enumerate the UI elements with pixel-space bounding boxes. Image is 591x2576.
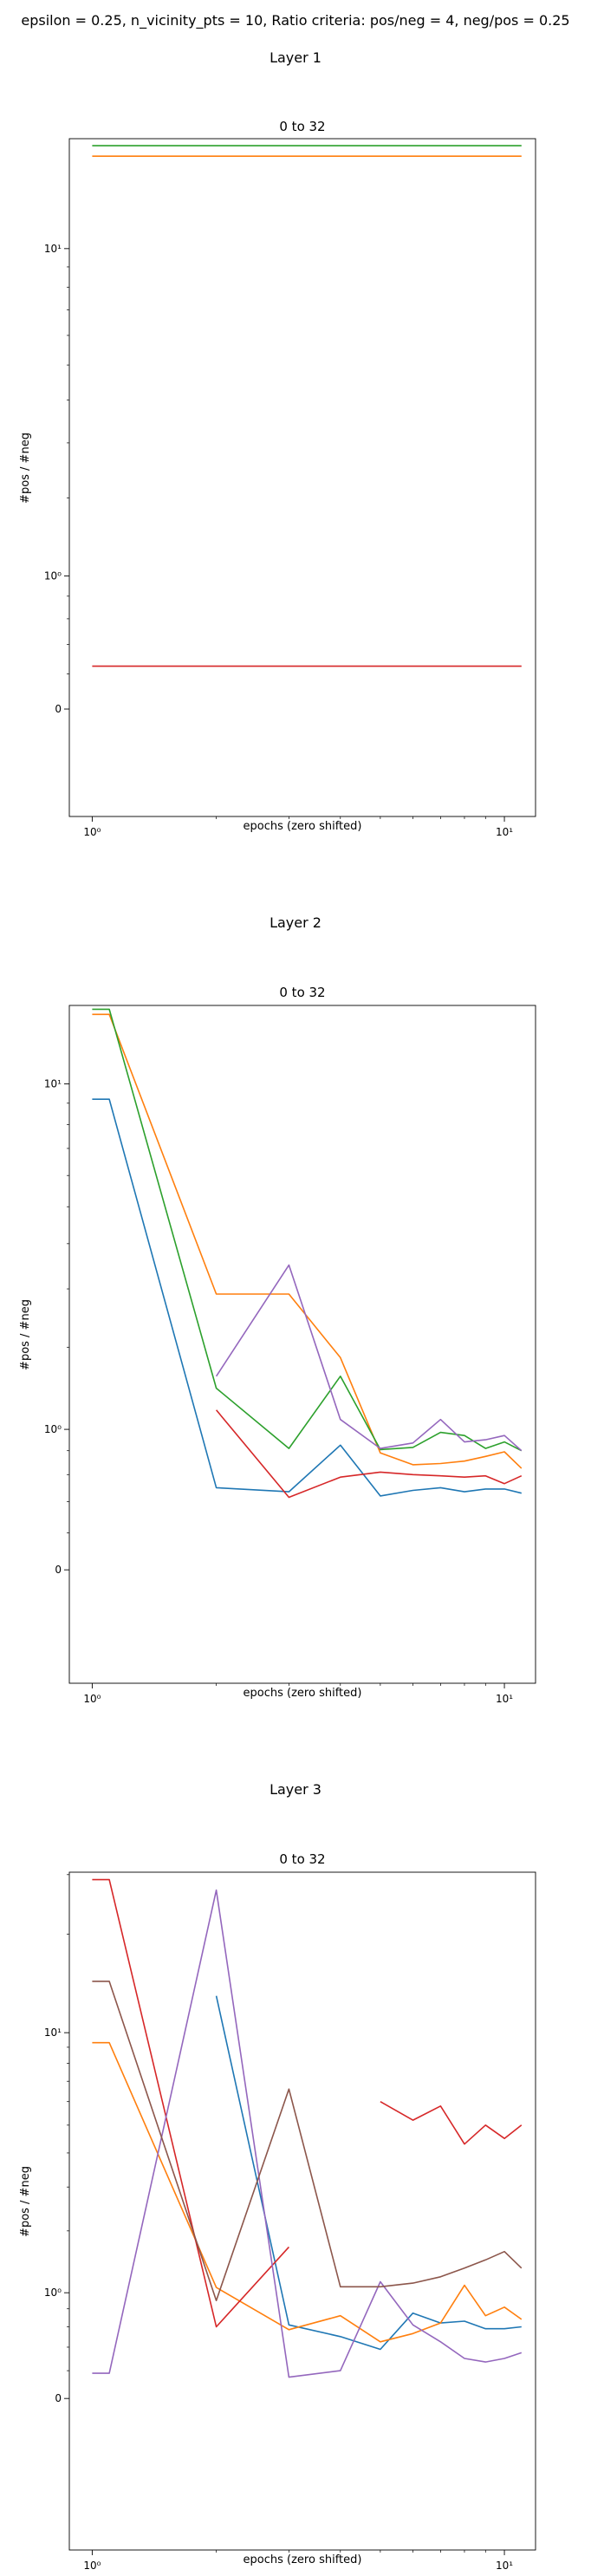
layer-2-series-orange-line-2 (92, 1013, 523, 1469)
layer-3-y-tick-label: 10⁰ (44, 2287, 62, 2299)
layer-2-y-tick-label: 10¹ (44, 1078, 62, 1090)
layer-2-series-green-line-3 (92, 1008, 523, 1452)
layer-3-x-tick-label: 10⁰ (83, 2560, 101, 2572)
layer-2-plot-area: 10⁰ 10¹ 0 10⁰ 10¹ (44, 1005, 536, 1705)
layer-3-y-tick-label: 0 (55, 2392, 62, 2404)
layer-3-x-tick-label: 10¹ (496, 2560, 513, 2572)
layer-3-series-red-line-3 (92, 1878, 289, 2328)
layer-3-x-axis-label: epochs (zero shifted) (244, 2553, 362, 2566)
layer-1-plot-area: 10⁰ 10¹ 0 10⁰ 10¹ (44, 138, 536, 838)
layer-3-series-brown-line-6 (92, 1981, 523, 2301)
layer-3-axes-frame (68, 1871, 536, 2551)
figure-suptitle: epsilon = 0.25, n_vicinity_pts = 10, Rat… (21, 12, 569, 29)
layer-2-x-axis-label: epochs (zero shifted) (244, 1687, 362, 1700)
layer-2-series-purple-line-5 (215, 1264, 523, 1452)
layer-1-chart-title: 0 to 32 (279, 119, 325, 134)
layer-3-series-red-line-4 (380, 2101, 523, 2145)
layer-3-panel: Layer 3 0 to 32 10⁰ 10¹ 0 10⁰ 10¹ epochs (ze… (19, 1781, 536, 2572)
layer-2-title: Layer 2 (270, 914, 321, 931)
layer-2-series-blue-line-1 (92, 1098, 522, 1497)
layer-2-panel: Layer 2 0 to 32 10⁰ 10¹ 0 10⁰ 10¹ epochs (ze… (19, 914, 536, 1705)
layer-2-x-tick-label: 10⁰ (83, 1693, 101, 1705)
layer-2-y-tick-label: 0 (55, 1564, 62, 1576)
layer-3-series-blue-line-1 (215, 1995, 522, 2351)
layer-1-y-tick-label: 10⁰ (44, 569, 62, 582)
layer-3-plot-area: 10⁰ 10¹ 0 10⁰ 10¹ (44, 1871, 536, 2572)
layer-3-title: Layer 3 (270, 1781, 321, 1798)
layer-2-y-axis-label: #pos / #neg (19, 1299, 32, 1370)
layer-1-x-tick-label: 10⁰ (83, 826, 101, 838)
layer-2-chart-title: 0 to 32 (279, 985, 325, 1000)
layer-3-y-tick-label: 10¹ (44, 2026, 62, 2039)
layer-2-x-tick-label: 10¹ (496, 1693, 513, 1705)
layer-1-panel: Layer 1 0 to 32 10⁰ 10¹ 0 10⁰ 10¹ epochs (ze… (19, 49, 536, 838)
layer-1-x-tick-label: 10¹ (496, 826, 513, 838)
layer-3-series-purple-line-5 (92, 1889, 523, 2378)
layer-1-y-tick-label: 0 (55, 703, 62, 715)
layer-1-axes-frame (68, 138, 536, 817)
layer-3-y-axis-label: #pos / #neg (19, 2166, 32, 2237)
layer-3-chart-title: 0 to 32 (279, 1851, 325, 1867)
layer-1-y-tick-label: 10¹ (44, 243, 62, 255)
layer-1-x-axis-label: epochs (zero shifted) (244, 820, 362, 833)
layer-2-series-red-line-4 (215, 1409, 523, 1499)
layer-2-axes-frame (68, 1005, 536, 1684)
layer-1-title: Layer 1 (270, 49, 321, 66)
layer-1-y-axis-label: #pos / #neg (19, 433, 32, 504)
layer-2-y-tick-label: 10⁰ (44, 1423, 62, 1435)
